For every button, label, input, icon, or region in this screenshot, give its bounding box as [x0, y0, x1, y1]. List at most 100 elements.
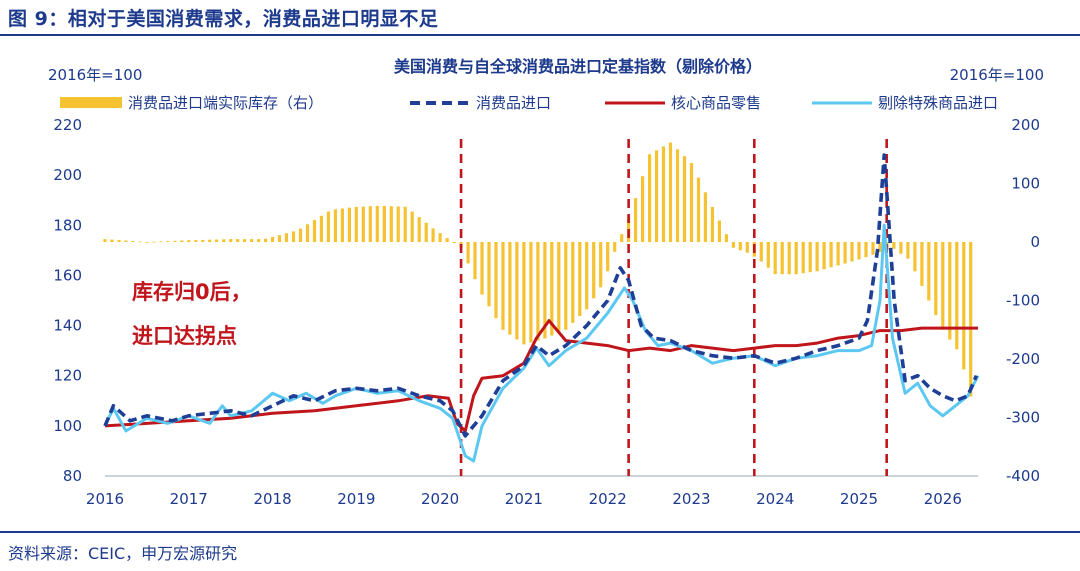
inventory-bar [892, 242, 896, 249]
inventory-bar [424, 222, 428, 242]
inventory-bar [787, 242, 791, 275]
series-line-ex-special [103, 223, 980, 463]
inventory-bar [522, 242, 526, 345]
inventory-bar [969, 242, 973, 397]
inventory-bar [934, 242, 938, 316]
inventory-bar [613, 242, 617, 252]
series-line-core-retail [104, 319, 978, 433]
inventory-bar [829, 242, 833, 268]
inventory-bar [131, 241, 135, 242]
inventory-bar [243, 239, 247, 242]
left-tick-label: 220 [53, 116, 82, 134]
inventory-bar [124, 240, 128, 242]
left-tick-label: 120 [53, 367, 82, 385]
inventory-bar [396, 206, 400, 242]
inventory-bar [222, 239, 226, 242]
inventory-bar [110, 239, 114, 242]
inventory-bar [634, 198, 638, 242]
inventory-bar [899, 242, 903, 254]
inventory-bar [326, 211, 330, 242]
left-unit-label: 2016年=100 [48, 66, 142, 84]
left-tick-label: 160 [53, 266, 82, 284]
right-tick-label: 100 [1011, 175, 1040, 193]
inventory-bar [368, 206, 372, 242]
inventory-bar [843, 242, 847, 264]
inventory-bar [305, 224, 310, 242]
inventory-bar [438, 233, 442, 242]
x-tick-label: 2026 [924, 490, 962, 508]
right-tick-label: -200 [1006, 350, 1040, 368]
inventory-bar [543, 242, 547, 339]
inventory-bar [857, 242, 861, 260]
right-tick-label: -100 [1006, 292, 1040, 310]
inventory-bar [264, 238, 268, 242]
inventory-bar [557, 242, 561, 333]
inventory-bar [382, 205, 386, 242]
inventory-bar [250, 239, 254, 242]
inventory-bar [941, 242, 945, 330]
legend-label-core-retail: 核心商品零售 [671, 94, 761, 112]
inventory-bar [277, 235, 282, 242]
inventory-bar [445, 238, 449, 242]
chart-title: 美国消费与自全球消费品进口定基指数（剔除价格） [394, 57, 762, 76]
inventory-bar [682, 156, 687, 242]
x-tick-label: 2016 [86, 490, 124, 508]
inventory-bar [236, 239, 240, 242]
inventory-bar [536, 242, 540, 341]
x-tick-label: 2023 [672, 490, 710, 508]
inventory-bar [773, 242, 777, 275]
inventory-bar [655, 150, 659, 242]
source-rule [0, 531, 1080, 533]
right-tick-label: 0 [1030, 233, 1040, 251]
chart: 美国消费与自全球消费品进口定基指数（剔除价格） 2016年=100 2016年=… [48, 57, 1044, 508]
x-tick-label: 2025 [840, 490, 878, 508]
inventory-bar [501, 242, 505, 330]
inventory-bar [606, 242, 610, 272]
inventory-bar [696, 177, 701, 242]
inventory-bar [592, 242, 596, 299]
inventory-bar [229, 239, 233, 242]
inventory-bar [257, 239, 261, 242]
inventory-bar [494, 242, 498, 319]
inventory-bar [689, 163, 694, 242]
inventory-bar [375, 205, 379, 242]
inventory-bar [836, 242, 840, 266]
series-lines [103, 153, 980, 463]
inventory-bar [703, 192, 707, 242]
inventory-bar [431, 228, 435, 242]
inventory-bar [550, 242, 554, 336]
inventory-bar [794, 242, 798, 275]
inventory-bar [871, 242, 875, 255]
inventory-bar [194, 240, 198, 242]
inventory-bar [173, 240, 177, 242]
x-tick-label: 2019 [337, 490, 375, 508]
inventory-bar [473, 242, 477, 280]
event-lines [459, 139, 888, 476]
x-axis-ticks: 2016 2017 2018 2019 2020 2021 2022 2023 2024 2025… [86, 490, 962, 508]
legend-label-inventory: 消费品进口端实际库存（右） [128, 94, 323, 112]
inventory-bar [340, 208, 344, 242]
inventory-bar [927, 242, 931, 301]
inventory-bar [962, 242, 966, 370]
inventory-bar [850, 242, 854, 262]
inventory-bar [138, 241, 142, 243]
inventory-bar [815, 242, 819, 272]
inventory-bar [724, 234, 728, 242]
x-tick-label: 2020 [421, 490, 459, 508]
inventory-bar [948, 242, 952, 340]
inventory-bar [717, 220, 721, 242]
inventory-bar [668, 142, 673, 242]
legend-swatch-inventory [60, 97, 122, 108]
inventory-bar [180, 240, 184, 242]
inventory-bar [808, 242, 812, 273]
inventory-bar [585, 242, 589, 310]
left-tick-label: 200 [53, 166, 82, 184]
left-tick-label: 180 [53, 216, 82, 234]
inventory-bar [913, 242, 917, 272]
inventory-bar [480, 242, 484, 295]
right-tick-label: -300 [1006, 409, 1040, 427]
right-tick-label: 200 [1011, 116, 1040, 134]
inventory-bar [208, 239, 212, 242]
source-note: 资料来源：CEIC，申万宏源研究 [8, 544, 238, 563]
series-line-imports [103, 153, 978, 438]
